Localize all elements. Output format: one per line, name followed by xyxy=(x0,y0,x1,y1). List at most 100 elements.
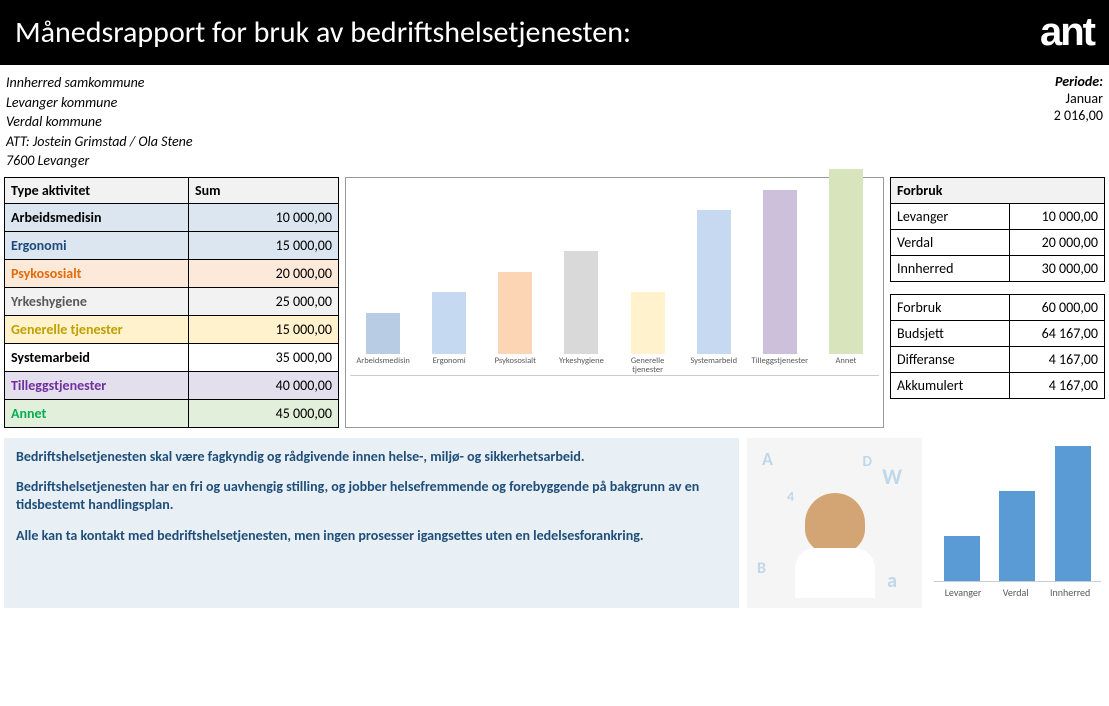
activity-value: 45 000,00 xyxy=(189,399,339,427)
forbruk-header: Forbruk xyxy=(891,177,1105,203)
address-line: Levanger kommune xyxy=(6,93,193,113)
period-year: 2 016,00 xyxy=(1054,107,1103,124)
chart-bar xyxy=(829,169,863,354)
activity-label: Tilleggstjenester xyxy=(5,371,189,399)
chart-bar xyxy=(631,292,665,354)
chart-bar-wrap: Ergonomi xyxy=(418,292,480,375)
main-chart: Arbeidsmedisin Ergonomi Psykososialt Yrkesh… xyxy=(345,177,884,428)
summary-value: 64 167,00 xyxy=(1010,320,1105,346)
activity-value: 15 000,00 xyxy=(189,315,339,343)
activity-label: Arbeidsmedisin xyxy=(5,203,189,231)
table-row: Budsjett64 167,00 xyxy=(891,320,1105,346)
activity-label: Ergonomi xyxy=(5,231,189,259)
forbruk-value: 20 000,00 xyxy=(1010,229,1105,255)
forbruk-value: 30 000,00 xyxy=(1010,255,1105,281)
address-line: Verdal kommune xyxy=(6,112,193,132)
address-line: Innherred samkommune xyxy=(6,73,193,93)
chart-bar xyxy=(697,210,731,354)
bottom-row: Bedriftshelsetjenesten skal være fagkynd… xyxy=(0,430,1109,616)
chart-bar-wrap: Tilleggstjenester xyxy=(749,190,811,375)
logo: ant xyxy=(1040,10,1094,55)
info-box: Bedriftshelsetjenesten skal være fagkynd… xyxy=(4,438,739,608)
chart-bar-wrap: Arbeidsmedisin xyxy=(352,313,414,375)
mini-bar-label: Verdal xyxy=(1003,586,1029,599)
mini-bar-label: Innherred xyxy=(1050,586,1090,599)
main-row: Type aktivitet Sum Arbeidsmedisin10 000,… xyxy=(0,175,1109,430)
table-row: Generelle tjenester15 000,00 xyxy=(5,315,339,343)
table-row: Verdal20 000,00 xyxy=(891,229,1105,255)
forbruk-label: Levanger xyxy=(891,203,1010,229)
chart-bar-label: Yrkeshygiene xyxy=(559,357,604,375)
period-month: Januar xyxy=(1054,90,1103,107)
mini-chart: LevangerVerdalInnherred xyxy=(930,438,1105,608)
mini-bar xyxy=(999,491,1035,581)
sub-header: Innherred samkommune Levanger kommune Ve… xyxy=(0,65,1109,175)
decorative-image: A W B 4 a D xyxy=(747,438,922,608)
activity-value: 35 000,00 xyxy=(189,343,339,371)
chart-bar xyxy=(432,292,466,354)
activity-value: 10 000,00 xyxy=(189,203,339,231)
info-p3: Alle kan ta kontakt med bedriftshelsetje… xyxy=(16,527,727,545)
info-p1: Bedriftshelsetjenesten skal være fagkynd… xyxy=(16,448,727,466)
chart-bar-label: Generelle tjenester xyxy=(617,357,679,375)
summary-label: Differanse xyxy=(891,346,1010,372)
chart-bar-label: Psykososialt xyxy=(495,357,536,375)
period-label: Periode: xyxy=(1054,73,1103,90)
chart-bar xyxy=(564,251,598,354)
forbruk-label: Verdal xyxy=(891,229,1010,255)
info-p2: Bedriftshelsetjenesten har en fri og uav… xyxy=(16,478,727,514)
activity-header-type: Type aktivitet xyxy=(5,177,189,203)
table-row: Annet45 000,00 xyxy=(5,399,339,427)
activity-value: 40 000,00 xyxy=(189,371,339,399)
address-line: ATT: Jostein Grimstad / Ola Stene xyxy=(6,132,193,152)
summary-value: 4 167,00 xyxy=(1010,372,1105,398)
activity-header-sum: Sum xyxy=(189,177,339,203)
chart-bar xyxy=(498,272,532,354)
chart-bar-wrap: Annet xyxy=(815,169,877,375)
table-row: Levanger10 000,00 xyxy=(891,203,1105,229)
table-row: Forbruk60 000,00 xyxy=(891,294,1105,320)
chart-bar-label: Annet xyxy=(835,357,856,375)
table-row: Differanse4 167,00 xyxy=(891,346,1105,372)
table-row: Psykososialt20 000,00 xyxy=(5,259,339,287)
summary-value: 4 167,00 xyxy=(1010,346,1105,372)
table-row: Arbeidsmedisin10 000,00 xyxy=(5,203,339,231)
table-row: Ergonomi15 000,00 xyxy=(5,231,339,259)
table-row: Tilleggstjenester40 000,00 xyxy=(5,371,339,399)
table-row: Systemarbeid35 000,00 xyxy=(5,343,339,371)
summary-table: Forbruk60 000,00Budsjett64 167,00Differa… xyxy=(890,294,1105,399)
page-title: Månedsrapport for bruk av bedriftshelset… xyxy=(15,14,631,51)
forbruk-value: 10 000,00 xyxy=(1010,203,1105,229)
chart-bar-wrap: Yrkeshygiene xyxy=(550,251,612,375)
activity-label: Yrkeshygiene xyxy=(5,287,189,315)
activity-label: Psykososialt xyxy=(5,259,189,287)
table-row: Yrkeshygiene25 000,00 xyxy=(5,287,339,315)
chart-bar xyxy=(366,313,400,354)
activity-table: Type aktivitet Sum Arbeidsmedisin10 000,… xyxy=(4,177,339,428)
side-tables: Forbruk Levanger10 000,00Verdal20 000,00… xyxy=(890,177,1105,428)
table-row: Akkumulert4 167,00 xyxy=(891,372,1105,398)
summary-label: Budsjett xyxy=(891,320,1010,346)
chart-bar-label: Arbeidsmedisin xyxy=(356,357,410,375)
activity-label: Annet xyxy=(5,399,189,427)
person-icon xyxy=(805,493,865,553)
chart-bar-wrap: Systemarbeid xyxy=(683,210,745,375)
activity-value: 20 000,00 xyxy=(189,259,339,287)
chart-bar-label: Systemarbeid xyxy=(690,357,737,375)
activity-label: Systemarbeid xyxy=(5,343,189,371)
chart-bar-wrap: Generelle tjenester xyxy=(617,292,679,375)
address-block: Innherred samkommune Levanger kommune Ve… xyxy=(6,73,193,171)
activity-value: 25 000,00 xyxy=(189,287,339,315)
chart-bar-label: Ergonomi xyxy=(433,357,466,375)
address-line: 7600 Levanger xyxy=(6,151,193,171)
chart-bar-wrap: Psykososialt xyxy=(484,272,546,375)
chart-bar xyxy=(763,190,797,354)
forbruk-label: Innherred xyxy=(891,255,1010,281)
mini-bar xyxy=(944,536,980,581)
activity-label: Generelle tjenester xyxy=(5,315,189,343)
activity-value: 15 000,00 xyxy=(189,231,339,259)
mini-bar xyxy=(1055,446,1091,581)
forbruk-table: Forbruk Levanger10 000,00Verdal20 000,00… xyxy=(890,177,1105,282)
summary-label: Forbruk xyxy=(891,294,1010,320)
header-bar: Månedsrapport for bruk av bedriftshelset… xyxy=(0,0,1109,65)
